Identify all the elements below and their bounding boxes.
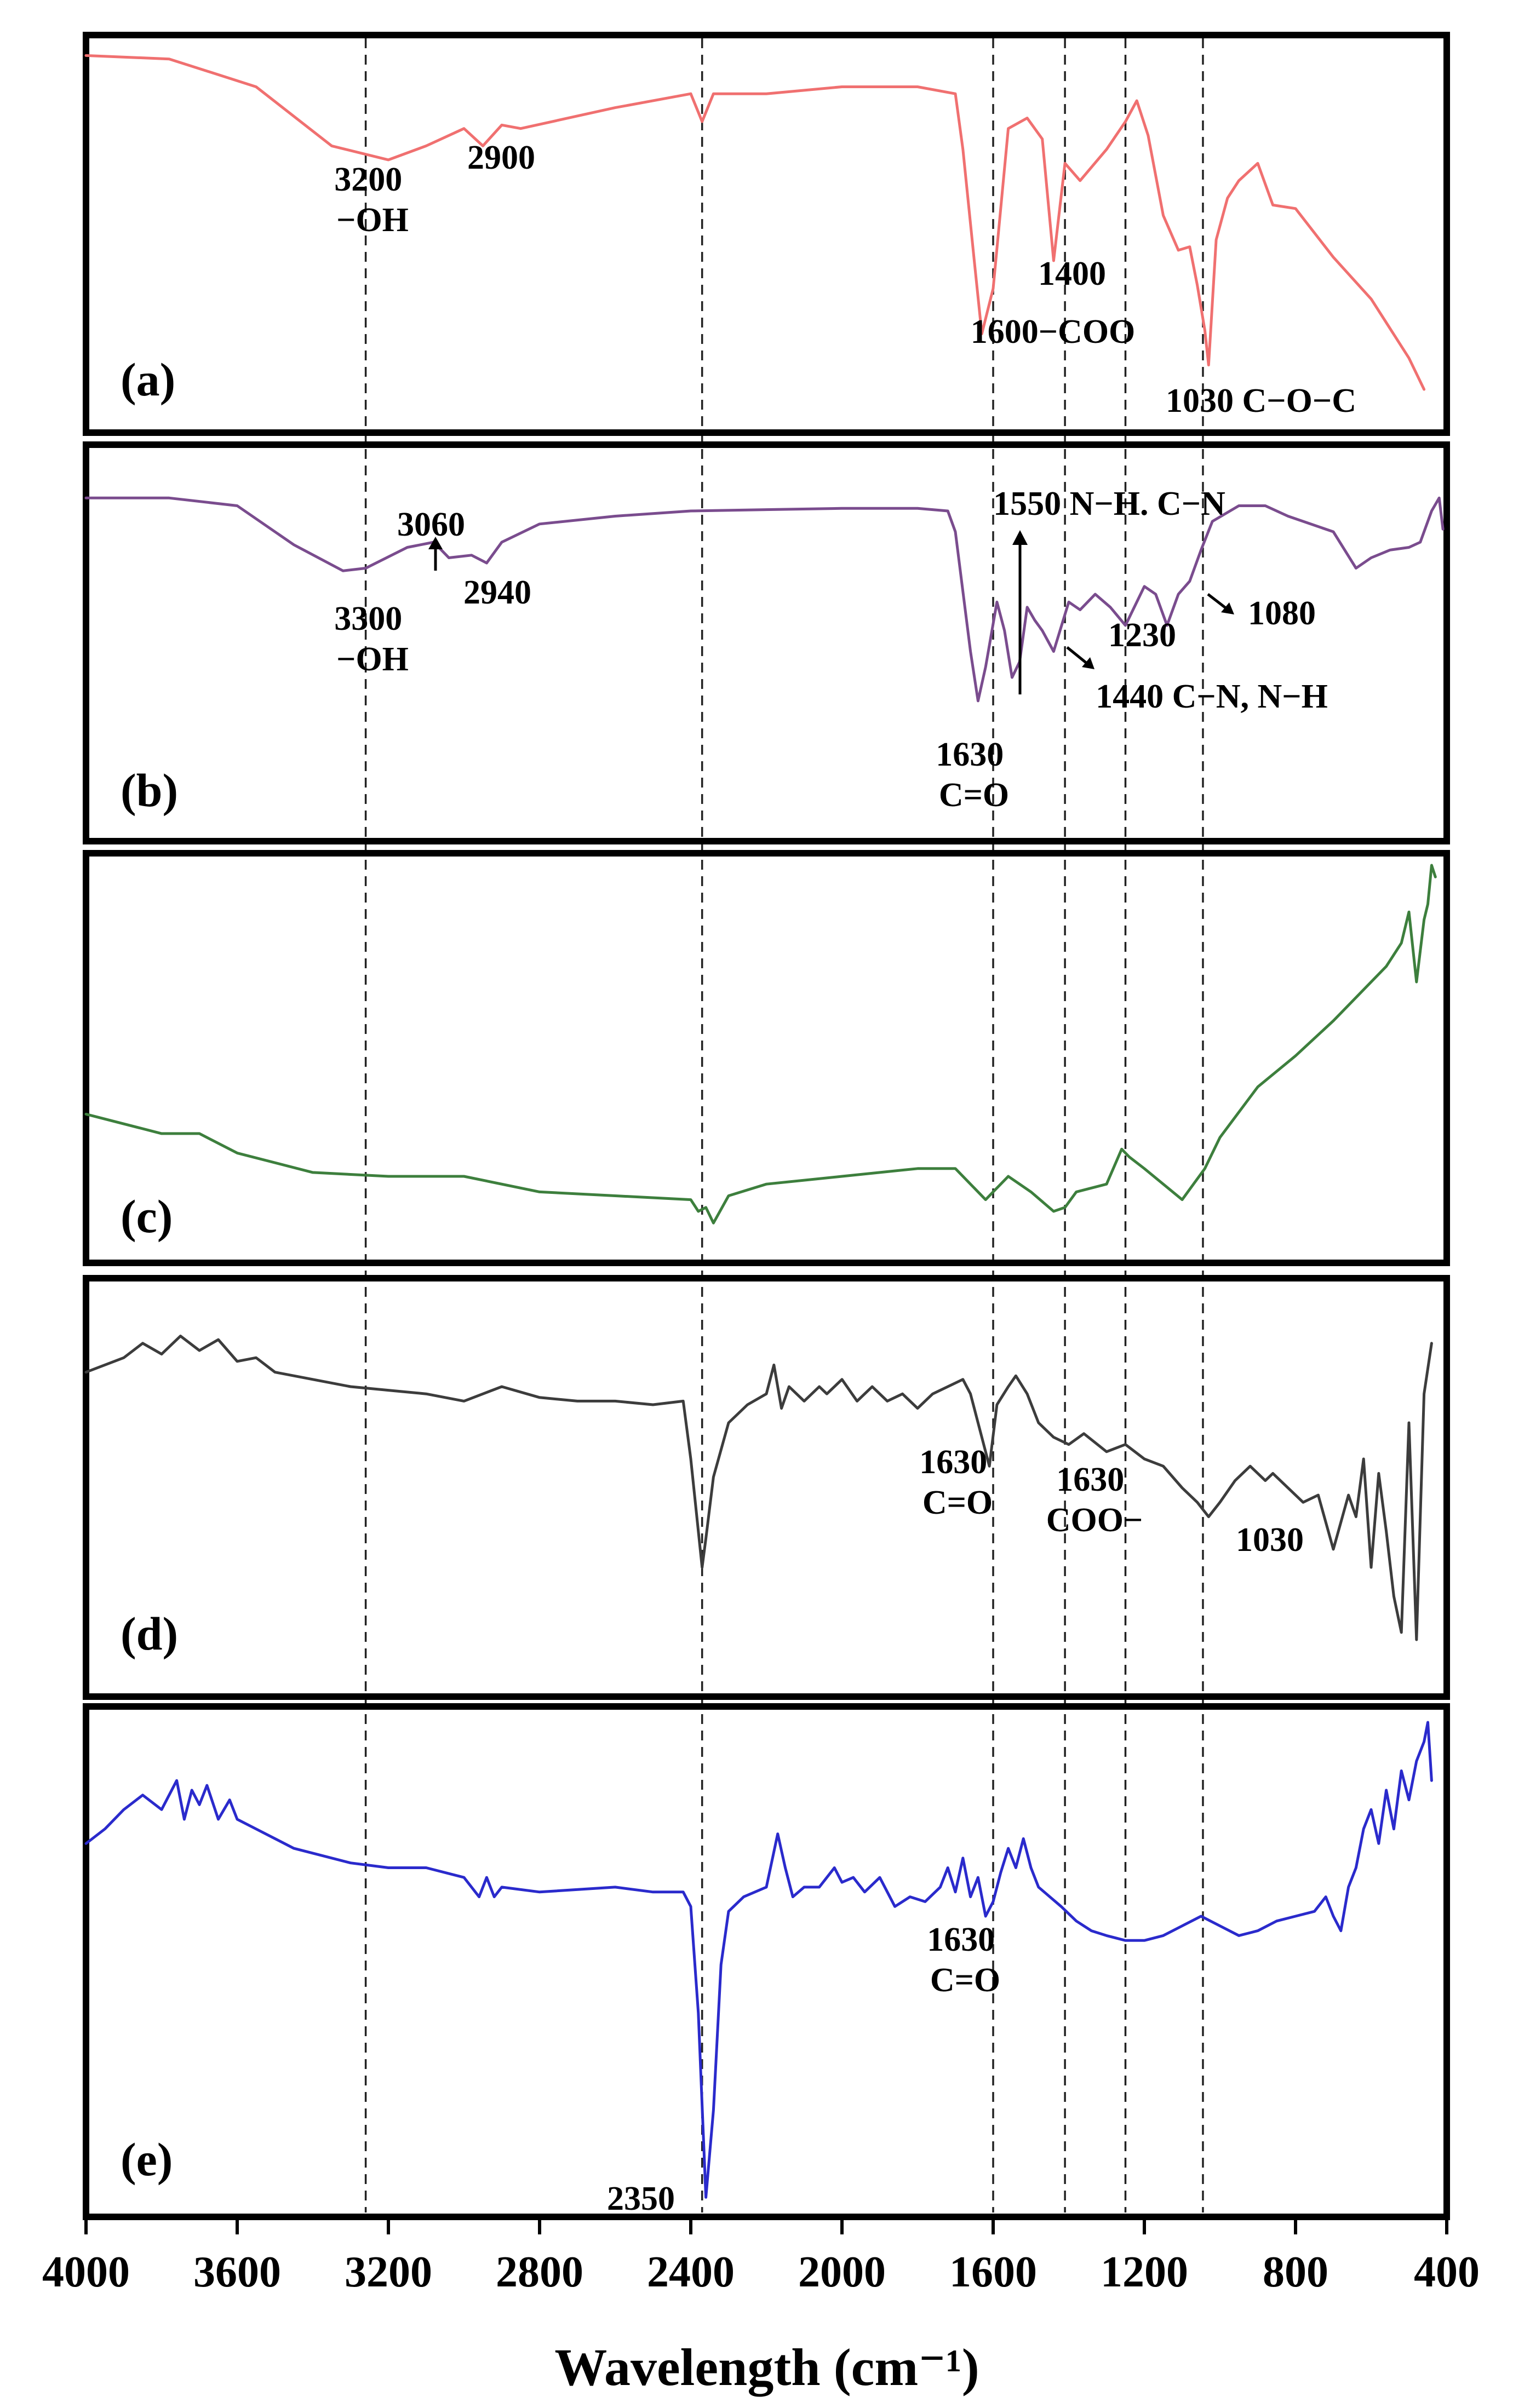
panel-c: (c) bbox=[83, 850, 1450, 1266]
spectrum-line-e bbox=[84, 1721, 1433, 2199]
arrowhead-b-1440 bbox=[1082, 657, 1095, 669]
x-tick-label-2000: 2000 bbox=[798, 2248, 886, 2296]
annotation-b-3060: 3060 bbox=[397, 506, 465, 543]
annotation-b-1550: 1550 N−H. C−N bbox=[993, 485, 1225, 522]
panel-label-d: (d) bbox=[121, 1607, 178, 1660]
panel-b-frame bbox=[83, 441, 1450, 844]
annotation-d-1030: 1030 bbox=[1236, 1521, 1304, 1559]
annotation-e-1630: 1630 C=O bbox=[927, 1921, 1004, 1999]
annotation-a-1600-coo: 1600−COO bbox=[971, 313, 1136, 350]
x-tick-label-3200: 3200 bbox=[345, 2248, 432, 2296]
annotation-d-1630-co: 1630 C=O bbox=[919, 1444, 996, 1521]
panel-label-b: (b) bbox=[121, 764, 178, 817]
annotation-a-1400: 1400 bbox=[1038, 255, 1106, 292]
spectrum-line-b bbox=[84, 496, 1445, 703]
x-tick-label-400: 400 bbox=[1414, 2248, 1480, 2296]
annotation-e-2350: 2350 bbox=[607, 2180, 675, 2217]
spectrum-line-a bbox=[84, 54, 1426, 391]
x-tick-label-2800: 2800 bbox=[496, 2248, 583, 2296]
arrow-b-1440 bbox=[1066, 646, 1088, 665]
annotation-b-1080: 1080 bbox=[1248, 595, 1316, 632]
panel-e: (e) 1630 C=O 2350 bbox=[83, 1703, 1450, 2220]
panel-a-frame bbox=[83, 32, 1450, 436]
panel-b: (b) 3060 3300 −OH 2940 1550 N−H. C−N 144… bbox=[83, 441, 1450, 844]
panel-label-e: (e) bbox=[121, 2133, 173, 2186]
x-tick-label-1600: 1600 bbox=[949, 2248, 1037, 2296]
spectrum-line-d bbox=[84, 1335, 1433, 1641]
panel-label-c: (c) bbox=[121, 1190, 173, 1243]
x-axis: 4000 3600 3200 2800 2400 2000 1600 1200 800 400 bbox=[42, 2217, 1480, 2296]
annotation-b-2940: 2940 bbox=[463, 574, 531, 611]
panel-e-frame bbox=[83, 1703, 1450, 2220]
annotation-a-3200: 3200 −OH bbox=[334, 161, 411, 239]
panel-c-frame bbox=[83, 850, 1450, 1266]
panel-a: (a) 3200 −OH 2900 1400 1600−COO 1030 C−O… bbox=[83, 32, 1450, 436]
annotation-a-2900: 2900 bbox=[467, 139, 535, 176]
panel-d: (d) 1630 C=O 1630 COO− 1030 bbox=[83, 1275, 1450, 1700]
x-tick-label-1200: 1200 bbox=[1101, 2248, 1188, 2296]
arrow-b-1080 bbox=[1207, 593, 1228, 610]
annotation-b-1440: 1440 C−N, N−H bbox=[1096, 678, 1328, 715]
x-tick-label-2400: 2400 bbox=[647, 2248, 735, 2296]
x-tick-label-4000: 4000 bbox=[42, 2248, 130, 2296]
spectrum-line-c bbox=[84, 864, 1437, 1225]
panel-label-a: (a) bbox=[121, 353, 175, 406]
x-axis-title: Wavelength (cm⁻¹) bbox=[554, 2338, 979, 2396]
x-tick-label-800: 800 bbox=[1263, 2248, 1328, 2296]
annotation-b-1230: 1230 bbox=[1108, 617, 1176, 654]
annotation-b-1630: 1630 C=O bbox=[936, 736, 1012, 814]
reference-lines bbox=[364, 38, 1204, 2212]
arrowhead-b-1550 bbox=[1012, 530, 1028, 545]
x-tick-label-3600: 3600 bbox=[193, 2248, 281, 2296]
arrowhead-b-3060 bbox=[428, 537, 443, 549]
annotation-b-3300: 3300 −OH bbox=[334, 600, 411, 678]
arrowhead-b-1080 bbox=[1221, 602, 1234, 614]
panel-d-frame bbox=[83, 1275, 1450, 1700]
annotation-d-1630-coo: 1630 COO− bbox=[1046, 1461, 1143, 1539]
annotation-a-1030-coc: 1030 C−O−C bbox=[1166, 382, 1356, 419]
